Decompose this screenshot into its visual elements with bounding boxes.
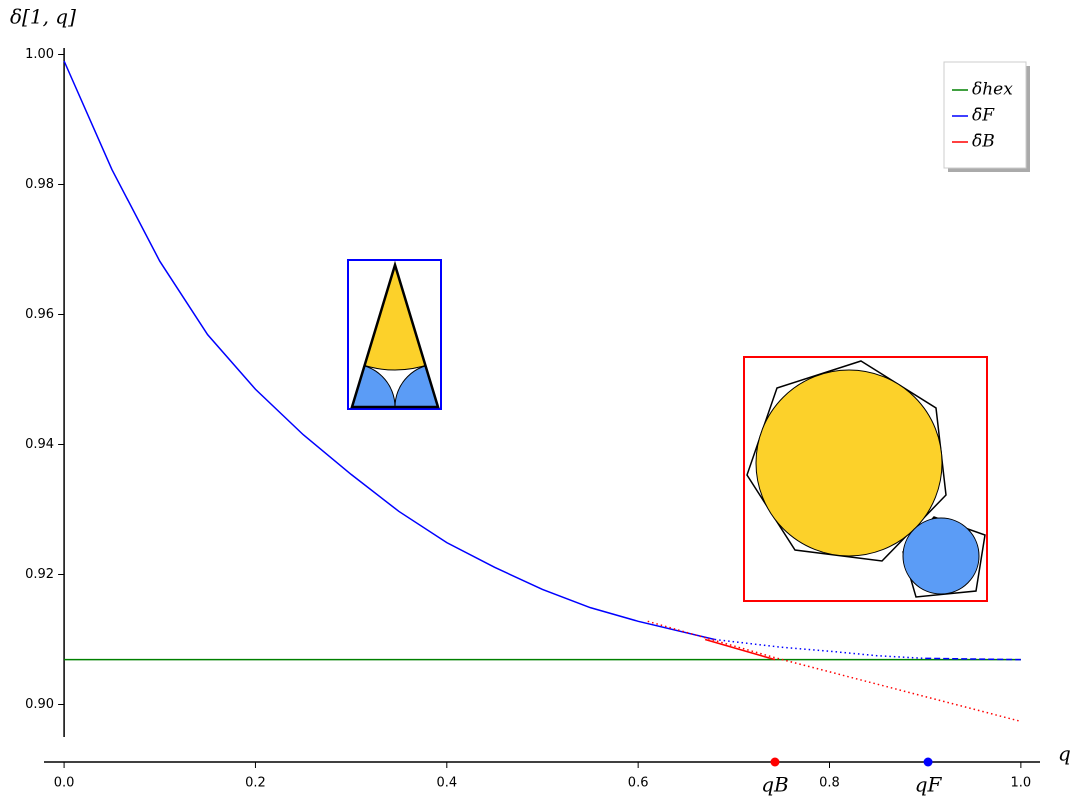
marker-dot xyxy=(923,757,933,767)
x-tick-label: 0.2 xyxy=(245,776,266,791)
y-axis-label: δ[1, q] xyxy=(10,5,76,29)
legend-label: δ̄F xyxy=(972,106,995,126)
series-line xyxy=(714,638,926,660)
marker-label: qB xyxy=(761,773,789,797)
series-line xyxy=(647,620,1022,723)
series-line xyxy=(925,657,1021,661)
legend-label: δhex xyxy=(972,80,1013,100)
series-line xyxy=(63,60,715,641)
legend xyxy=(943,61,1030,172)
triangle-inset xyxy=(347,259,442,410)
marker-dot xyxy=(770,757,780,767)
x-tick-label: 0.6 xyxy=(628,776,649,791)
y-tick-label: 1.00 xyxy=(25,47,54,62)
y-tick-label: 0.92 xyxy=(25,567,54,582)
x-tick-label: 0.0 xyxy=(54,776,75,791)
y-tick-label: 0.94 xyxy=(25,437,54,452)
legend-label: δ̄B xyxy=(972,132,995,152)
y-tick-label: 0.96 xyxy=(25,307,54,322)
x-tick-label: 1.0 xyxy=(1011,776,1032,791)
series-line xyxy=(704,638,776,661)
marker-label: qF xyxy=(915,773,943,797)
y-tick-label: 0.90 xyxy=(25,697,54,712)
polygon-inset xyxy=(743,356,988,602)
y-tick-label: 0.98 xyxy=(25,177,54,192)
x-tick-label: 0.4 xyxy=(436,776,457,791)
x-axis-label: q xyxy=(1058,742,1071,766)
x-tick-label: 0.8 xyxy=(819,776,840,791)
